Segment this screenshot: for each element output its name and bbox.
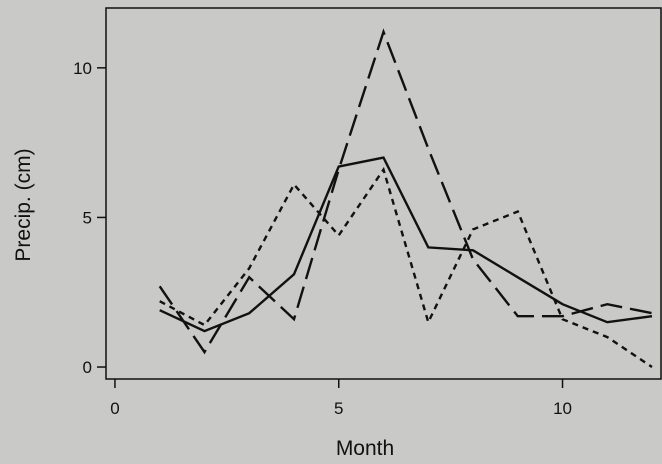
y-axis: 0 5 10 — [73, 59, 106, 377]
series-layer — [158, 28, 653, 368]
y-tick-label-10: 10 — [73, 59, 92, 78]
x-axis: 0 5 10 — [110, 379, 572, 418]
y-axis-title: Precip. (cm) — [12, 148, 35, 261]
plot-frame — [105, 7, 662, 380]
x-tick-label-5: 5 — [334, 399, 343, 418]
x-axis-title: Month — [336, 437, 394, 460]
series-line-dotted — [159, 166, 653, 368]
series-line-solid — [159, 156, 653, 333]
x-tick-label-10: 10 — [553, 399, 572, 418]
y-tick-label-0: 0 — [83, 358, 92, 377]
series-line-dashed — [158, 28, 653, 355]
y-tick-label-5: 5 — [83, 208, 92, 227]
x-tick-label-0: 0 — [110, 399, 119, 418]
